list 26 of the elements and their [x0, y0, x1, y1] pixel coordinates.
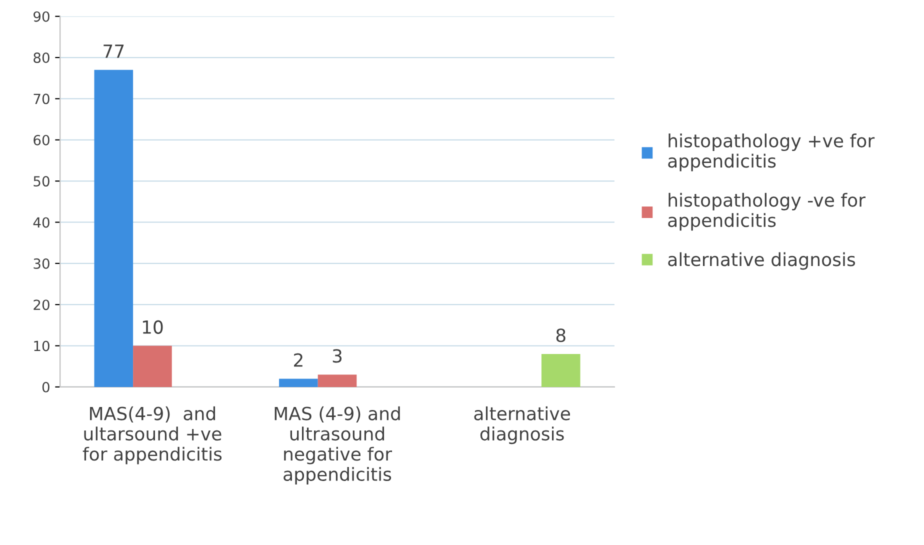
bar — [541, 354, 580, 387]
x-tick-label: MAS (4-9) and ultrasound negative for appendicitis — [274, 406, 400, 485]
y-tick-label: 30 — [34, 258, 50, 269]
y-tick-label: 90 — [34, 11, 50, 22]
data-label: 10 — [142, 320, 163, 334]
y-tick-label: 10 — [34, 340, 50, 352]
legend-label: histopathology -ve for appendicitis — [668, 192, 866, 231]
y-tick-label: 80 — [34, 52, 50, 63]
y-tick-label: 70 — [34, 94, 50, 104]
legend-label: histopathology +ve for appendicitis — [668, 134, 875, 172]
bar — [94, 70, 134, 387]
x-tick-label: MAS(4-9) and ultarsound +ve for appendicitis — [82, 406, 222, 464]
y-tick-label: 20 — [34, 300, 50, 310]
y-tick-label: 60 — [34, 134, 50, 146]
data-label: 77 — [104, 44, 124, 58]
data-label: 3 — [332, 349, 342, 363]
bar — [279, 378, 318, 387]
y-tick-label: 0 — [42, 382, 50, 392]
bar — [318, 374, 357, 387]
legend-label: alternative diagnosis — [668, 252, 856, 270]
x-tick-label: alternative diagnosis — [474, 406, 570, 444]
data-label: 8 — [556, 328, 566, 342]
y-tick-label: 50 — [34, 176, 50, 187]
bar — [133, 346, 172, 387]
y-tick-label: 40 — [33, 217, 50, 228]
data-label: 2 — [294, 353, 302, 367]
